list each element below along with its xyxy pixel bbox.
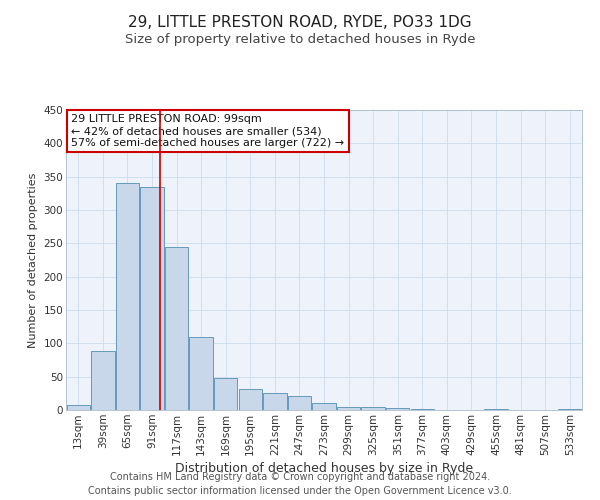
Bar [140, 188, 164, 410]
Bar [337, 406, 360, 410]
Bar [214, 378, 238, 410]
Bar [91, 352, 115, 410]
Bar [263, 394, 287, 410]
Text: Size of property relative to detached houses in Ryde: Size of property relative to detached ho… [125, 32, 475, 46]
Text: 29 LITTLE PRESTON ROAD: 99sqm
← 42% of detached houses are smaller (534)
57% of : 29 LITTLE PRESTON ROAD: 99sqm ← 42% of d… [71, 114, 344, 148]
Bar [484, 408, 508, 410]
Bar [190, 336, 213, 410]
Text: 29, LITTLE PRESTON ROAD, RYDE, PO33 1DG: 29, LITTLE PRESTON ROAD, RYDE, PO33 1DG [128, 15, 472, 30]
Y-axis label: Number of detached properties: Number of detached properties [28, 172, 38, 348]
Bar [361, 408, 385, 410]
Bar [410, 408, 434, 410]
Bar [313, 404, 335, 410]
Bar [116, 182, 139, 410]
Bar [386, 408, 409, 410]
X-axis label: Distribution of detached houses by size in Ryde: Distribution of detached houses by size … [175, 462, 473, 475]
Bar [165, 246, 188, 410]
Bar [239, 388, 262, 410]
Text: Contains public sector information licensed under the Open Government Licence v3: Contains public sector information licen… [88, 486, 512, 496]
Bar [67, 406, 90, 410]
Bar [288, 396, 311, 410]
Bar [558, 408, 581, 410]
Text: Contains HM Land Registry data © Crown copyright and database right 2024.: Contains HM Land Registry data © Crown c… [110, 472, 490, 482]
